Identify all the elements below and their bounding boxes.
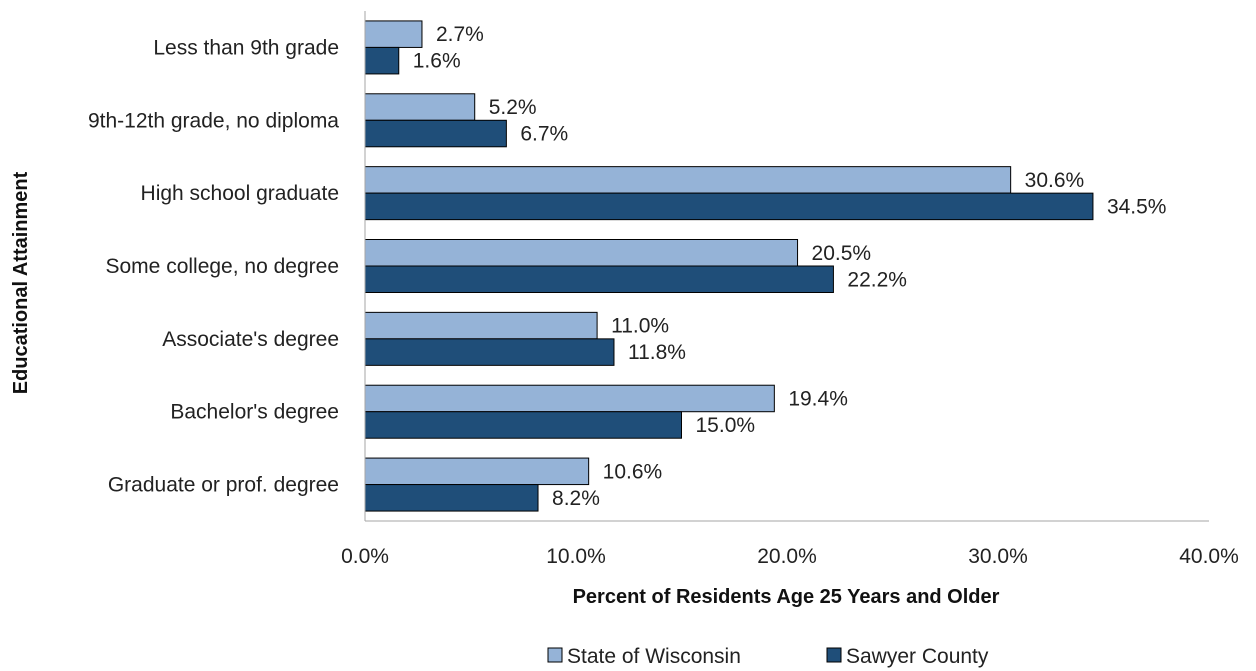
category-label: Bachelor's degree (170, 401, 339, 424)
x-tick-label: 10.0% (546, 545, 606, 568)
data-label: 5.2% (489, 96, 537, 119)
bar-state-of-wisconsin (364, 93, 476, 121)
legend-swatch (547, 647, 563, 663)
bar-sawyer-county (364, 192, 1094, 221)
data-label: 34.5% (1107, 195, 1167, 218)
x-tick-label: 30.0% (968, 545, 1028, 568)
data-label: 11.8% (628, 341, 686, 364)
data-label: 15.0% (696, 414, 756, 437)
bar-state-of-wisconsin (364, 384, 775, 413)
data-label: 11.0% (611, 315, 669, 338)
data-label: 22.2% (847, 268, 907, 291)
x-tick-label: 20.0% (757, 545, 817, 568)
category-label: High school graduate (141, 182, 339, 205)
category-labels-layer: Less than 9th grade 9th-12th grade, no di… (88, 36, 339, 496)
bar-state-of-wisconsin (364, 20, 423, 48)
bar-sawyer-county (364, 338, 615, 366)
category-label: Less than 9th grade (153, 36, 339, 59)
data-label: 30.6% (1025, 169, 1085, 192)
data-label: 1.6% (413, 50, 461, 73)
x-tick-label: 40.0% (1179, 545, 1239, 568)
bar-sawyer-county (364, 46, 400, 75)
bar-sawyer-county (364, 411, 682, 439)
category-label: Associate's degree (162, 328, 339, 351)
bar-sawyer-county (364, 265, 834, 293)
bar-state-of-wisconsin (364, 166, 1012, 194)
bar-state-of-wisconsin (364, 239, 799, 267)
data-label: 10.6% (603, 460, 663, 483)
legend-label: State of Wisconsin (567, 645, 741, 668)
value-labels-layer: 2.7% 1.6% 5.2% 6.7% 30.6% 34.5% 20.5% 22.2% 11.0… (413, 23, 1167, 510)
bar-sawyer-county (364, 119, 507, 148)
data-label: 2.7% (436, 23, 484, 46)
bar-state-of-wisconsin (364, 457, 590, 486)
x-tick-labels-layer: 0.0% 10.0% 20.0% 30.0% 40.0% (341, 545, 1239, 568)
x-axis-title: Percent of Residents Age 25 Years and Ol… (573, 586, 1000, 608)
legend-swatch (826, 647, 842, 663)
y-axis-title: Educational Attainment (10, 171, 32, 394)
legend-label: Sawyer County (846, 645, 989, 668)
legend: State of Wisconsin Sawyer County (547, 645, 989, 668)
bar-state-of-wisconsin (364, 311, 598, 340)
data-label: 19.4% (788, 387, 848, 410)
data-label: 6.7% (520, 123, 568, 146)
bars-layer (364, 20, 1094, 512)
data-label: 20.5% (812, 242, 872, 265)
data-label: 8.2% (552, 487, 600, 510)
category-label: Some college, no degree (106, 255, 340, 278)
category-label: 9th-12th grade, no diploma (88, 109, 339, 132)
x-tick-label: 0.0% (341, 545, 389, 568)
category-label: Graduate or prof. degree (108, 474, 339, 497)
bar-sawyer-county (364, 484, 539, 512)
